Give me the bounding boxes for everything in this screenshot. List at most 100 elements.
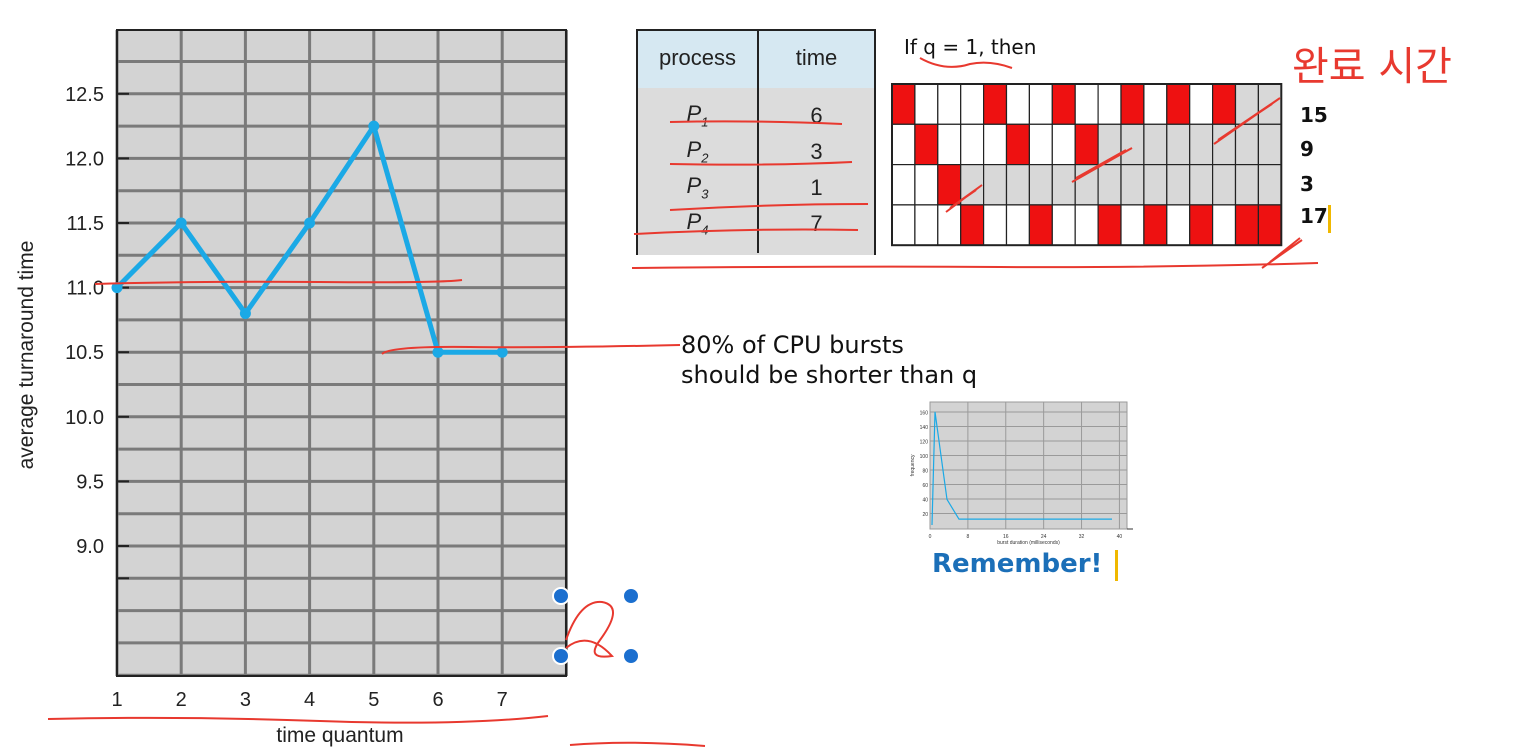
text-cursor-2 [1115,550,1118,581]
gantt-cell [1051,164,1076,206]
series-point [496,346,508,358]
series-point [432,346,444,358]
burst-note: 80% of CPU bursts should be shorter than… [681,330,977,390]
x-tick-label: 5 [368,689,379,711]
thumb-y-label: 140 [920,425,929,431]
x-tick-label: 4 [304,689,315,711]
stroke-line-105 [381,344,681,355]
gantt-cell [1234,164,1259,206]
thumb-y-label: 80 [922,469,928,475]
thumb-x-label: 8 [966,534,969,540]
gantt-cell-active [1051,83,1076,125]
gantt-cell-active [960,204,985,246]
burst-note-line2: should be shorter than q [681,361,978,389]
row-p3-time: 1 [810,175,823,200]
x-tick-label: 6 [432,689,443,711]
thumb-series-line [931,411,1112,526]
gantt-cell [1143,123,1168,166]
gantt-cell [982,204,1008,246]
burst-thumbnail-chart: 160 140 120 100 80 60 40 20 0 8 16 24 32 40 burst dura… [910,401,1133,546]
gantt-cell [1028,123,1053,166]
gantt-cell-active [914,123,939,166]
x-tick-label: 2 [176,689,187,711]
turnaround-chart: 9.0 9.5 10.0 10.5 11.0 11.5 12.0 12.5 1 2 3 4 5 6 7 a… [15,29,568,747]
gantt-title: If q = 1, then [904,35,1037,59]
gantt-cell [1051,123,1076,166]
gantt-cell-active [1143,204,1168,246]
y-tick-label: 11.0 [67,278,104,300]
completion-p3: 3 [1300,172,1314,196]
series-point [239,307,251,319]
handle-bottom-right [622,647,640,665]
gantt-cell-active [1120,83,1145,125]
row-p4-process: P4 [686,209,709,238]
gantt-cell [1166,204,1191,246]
gantt-cell [960,123,985,166]
gantt-cell [1120,123,1145,166]
gantt-cell [1005,204,1030,246]
thumb-ylabel: frequency [910,454,916,476]
row-p2-process: P2 [686,137,709,166]
thumb-x-label: 0 [929,534,932,540]
table-body [638,88,874,255]
gantt-cell [891,123,916,166]
gantt-cell [937,123,962,166]
thumb-y-label: 120 [920,440,929,446]
thumb-x-label: 40 [1117,534,1123,540]
gantt-cell [937,204,962,246]
gantt-cell [982,123,1008,166]
row-p1-time: 6 [810,103,823,128]
series-point [368,120,380,132]
gantt-cell-active [982,83,1008,125]
gantt-cell-active [1257,204,1282,246]
row-p2-time: 3 [810,139,823,164]
gantt-border [891,83,1283,247]
y-tick-label: 12.0 [65,148,104,170]
gantt-cell [1189,123,1214,166]
completion-time-title: 완료 시간 [1292,44,1452,90]
gantt-grid [891,83,1283,247]
x-tick-label: 3 [240,689,251,711]
remember-label: Remember! [932,549,1103,579]
text-cursor [1328,205,1331,233]
y-tick-label: 11.5 [67,213,104,235]
gantt-cell [1097,164,1122,206]
gantt-cell [1074,204,1099,246]
table-strikes [633,120,869,235]
thumb-x-label: 32 [1079,534,1085,540]
gantt-cell-active [1211,83,1237,125]
gantt-cell [1234,83,1259,125]
gantt-cell [891,164,916,206]
gantt-cell [1257,164,1282,206]
annotation-strokes [47,237,1319,747]
gantt-cell [914,83,939,125]
gantt-cell [891,204,916,246]
handle-top-left [552,587,570,605]
y-tick-label: 9.5 [76,471,104,493]
y-axis-title: average turnaround time [15,241,38,470]
x-tick-label: 7 [497,689,508,711]
gantt-scribbles [919,57,1281,213]
header-process: process [658,45,737,70]
thumb-y-label: 40 [922,498,928,504]
x-tick-label: 1 [111,689,122,711]
selection-handles[interactable] [552,587,640,665]
completion-p2: 9 [1300,137,1314,161]
gantt-cell [1257,123,1282,166]
gantt-cell [937,83,962,125]
gantt-cell-active [937,164,962,206]
series-point [304,217,316,229]
gantt-cell [1189,83,1214,125]
series-point [111,282,123,294]
series-point [175,217,187,229]
gantt-cell-active [1234,204,1259,246]
handle-top-right [622,587,640,605]
x-axis-title: time quantum [276,724,403,747]
handle-bottom-left [552,647,570,665]
gantt-cell [982,164,1008,206]
gantt-cell-active [1005,123,1030,166]
gantt-cell [1074,164,1099,206]
thumb-y-label: 100 [920,454,929,460]
gantt-cell [1166,164,1191,206]
gantt-cell-active [1166,83,1191,125]
